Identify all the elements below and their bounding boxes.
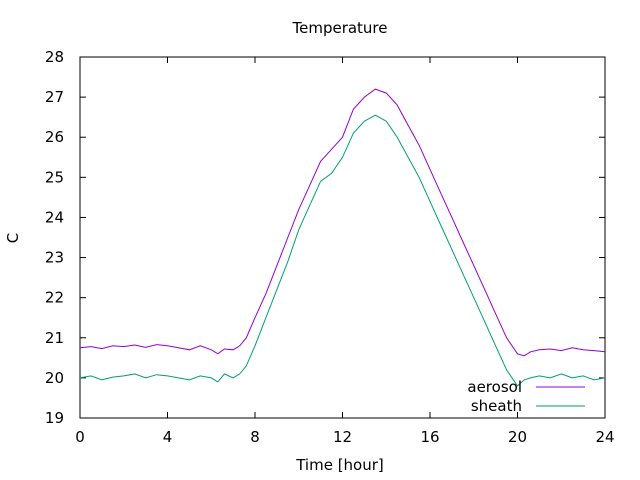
series-line-sheath [79, 114, 606, 387]
y-tick-label: 21 [45, 329, 64, 347]
y-tick-label: 23 [45, 249, 64, 267]
x-tick-label: 12 [333, 428, 352, 446]
series-line-aerosol [79, 88, 606, 357]
y-tick-label: 19 [45, 409, 64, 427]
legend-label-sheath: sheath [471, 397, 522, 415]
y-axis-label: C [4, 233, 22, 243]
x-tick-label: 0 [75, 428, 85, 446]
y-tick-label: 26 [45, 128, 64, 146]
x-tick-label: 4 [163, 428, 173, 446]
chart-title: Temperature [291, 19, 387, 37]
y-tick-label: 28 [45, 48, 64, 66]
y-tick-label: 20 [45, 369, 64, 387]
tick-labels: 0 4 8 12 16 20 24 19 20 21 22 23 24 25 26 27 28 [45, 48, 615, 446]
y-tick-label: 25 [45, 168, 64, 186]
x-tick-label: 20 [508, 428, 527, 446]
x-tick-label: 24 [595, 428, 614, 446]
x-axis-label: Time [hour] [295, 456, 384, 474]
plot-area-frame [79, 56, 606, 419]
legend-label-aerosol: aerosol [467, 378, 522, 396]
x-tick-label: 8 [250, 428, 260, 446]
axis-ticks [79, 56, 606, 419]
y-tick-label: 24 [45, 208, 64, 226]
series-lines [79, 88, 606, 387]
y-tick-label: 22 [45, 289, 64, 307]
y-tick-label: 27 [45, 88, 64, 106]
x-tick-label: 16 [420, 428, 439, 446]
